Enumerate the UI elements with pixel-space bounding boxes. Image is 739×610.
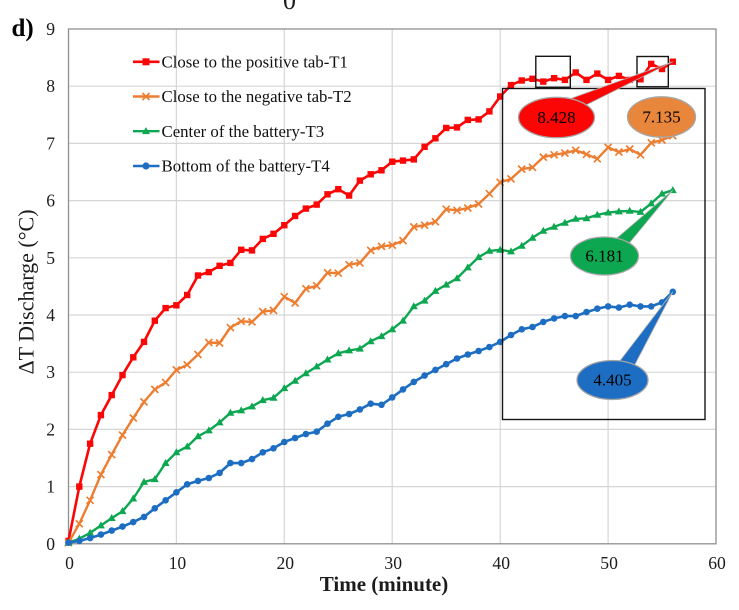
svg-text:Time (minute): Time (minute): [320, 572, 449, 596]
svg-text:30: 30: [384, 553, 402, 573]
svg-text:Bottom of the battery-T4: Bottom of the battery-T4: [162, 157, 331, 176]
svg-text:10: 10: [169, 553, 187, 573]
svg-text:4: 4: [46, 305, 55, 325]
svg-text:Center of the battery-T3: Center of the battery-T3: [162, 122, 325, 141]
svg-text:50: 50: [600, 553, 618, 573]
svg-text:60: 60: [708, 553, 726, 573]
svg-text:5: 5: [46, 248, 55, 268]
svg-text:4.405: 4.405: [593, 371, 631, 390]
svg-text:Close to the positive tab-T1: Close to the positive tab-T1: [162, 53, 348, 72]
svg-text:0: 0: [46, 534, 55, 554]
svg-text:7.135: 7.135: [642, 108, 680, 127]
svg-text:6: 6: [46, 191, 55, 211]
svg-text:9: 9: [46, 19, 55, 39]
svg-text:0: 0: [65, 553, 74, 573]
svg-text:Close to the negative tab-T2: Close to the negative tab-T2: [162, 87, 352, 106]
svg-text:0: 0: [283, 0, 296, 15]
svg-text:8.428: 8.428: [537, 108, 575, 127]
svg-text:1: 1: [46, 477, 55, 497]
svg-text:7: 7: [46, 133, 55, 153]
svg-text:8: 8: [46, 76, 55, 96]
svg-text:d): d): [12, 15, 34, 42]
svg-text:2: 2: [46, 419, 55, 439]
svg-text:40: 40: [492, 553, 510, 573]
svg-text:3: 3: [46, 362, 55, 382]
svg-text:ΔT Discharge (°C): ΔT Discharge (°C): [14, 209, 39, 374]
svg-text:20: 20: [277, 553, 295, 573]
svg-text:6.181: 6.181: [585, 247, 623, 266]
